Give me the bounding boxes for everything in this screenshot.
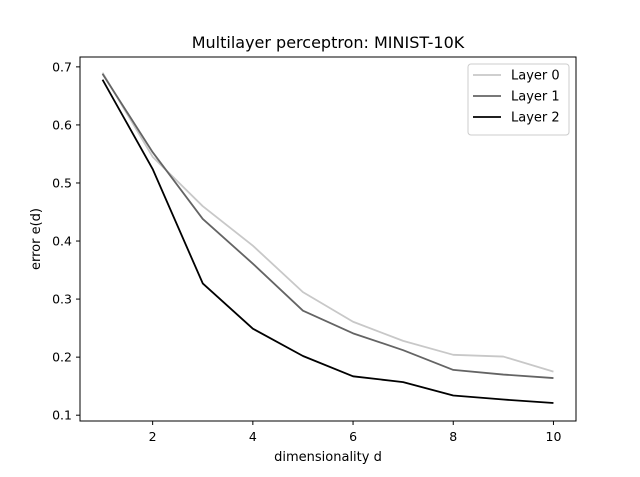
- x-tick-label: 10: [546, 429, 562, 444]
- y-tick-label: 0.4: [52, 234, 72, 249]
- y-tick-label: 0.5: [52, 175, 72, 190]
- series-line-0: [101, 72, 554, 373]
- chart-title: Multilayer perceptron: MINIST-10K: [192, 33, 465, 52]
- series-line-2: [101, 79, 554, 404]
- y-tick-label: 0.6: [52, 117, 72, 132]
- legend-label-2: Layer 2: [511, 111, 560, 126]
- plot-area: [101, 72, 554, 404]
- y-tick-label: 0.2: [52, 350, 72, 365]
- y-axis: 0.1 0.2 0.3 0.4 0.5 0.6 0.7: [52, 59, 80, 423]
- y-tick-label: 0.7: [52, 59, 72, 74]
- x-axis-label: dimensionality d: [274, 450, 382, 465]
- y-axis-label: error e(d): [29, 208, 44, 270]
- y-tick-label: 0.1: [52, 408, 72, 423]
- x-tick-label: 2: [149, 429, 157, 444]
- legend-label-0: Layer 0: [511, 69, 560, 84]
- x-axis: 2 4 6 8 10: [149, 421, 562, 444]
- x-tick-label: 6: [349, 429, 357, 444]
- x-tick-label: 4: [249, 429, 257, 444]
- legend: Layer 0 Layer 1 Layer 2: [467, 63, 570, 136]
- plot-frame: [79, 56, 577, 422]
- legend-label-1: Layer 1: [511, 90, 560, 105]
- series-line-1: [101, 73, 554, 379]
- x-tick-label: 8: [449, 429, 457, 444]
- y-tick-label: 0.3: [52, 292, 72, 307]
